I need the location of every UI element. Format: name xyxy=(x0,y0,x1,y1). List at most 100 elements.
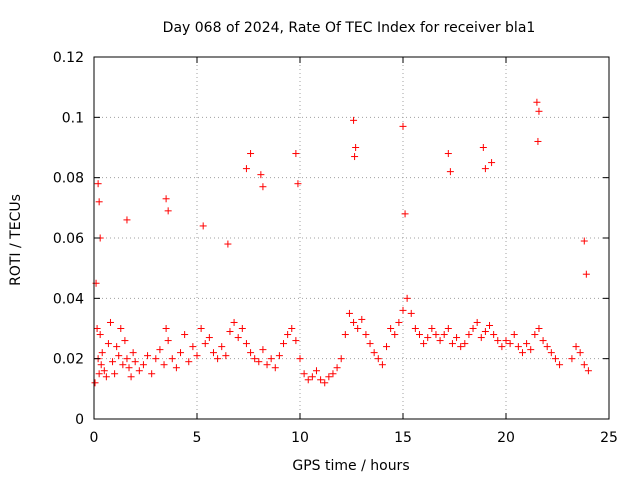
data-point-marker xyxy=(395,318,403,326)
data-point-marker xyxy=(399,306,407,314)
data-point-marker xyxy=(259,183,267,191)
data-point-marker xyxy=(350,318,358,326)
data-point-marker xyxy=(263,361,271,369)
data-point-marker xyxy=(96,331,104,339)
data-point-marker xyxy=(337,355,345,363)
data-point-marker xyxy=(242,165,250,173)
data-point-marker xyxy=(172,364,180,372)
data-point-marker xyxy=(275,352,283,360)
x-tick-label: 15 xyxy=(394,430,412,446)
data-point-marker xyxy=(358,315,366,323)
y-tick-label: 0.06 xyxy=(53,231,84,247)
data-point-marker xyxy=(510,331,518,339)
data-point-marker xyxy=(117,325,125,332)
data-point-marker xyxy=(129,349,137,357)
data-point-marker xyxy=(436,337,444,345)
x-tick-label: 10 xyxy=(291,430,309,446)
data-point-marker xyxy=(106,318,114,326)
data-point-marker xyxy=(533,98,541,106)
data-points xyxy=(91,98,592,387)
y-tick-label: 0.08 xyxy=(53,171,84,187)
data-point-marker xyxy=(473,318,481,326)
data-point-marker xyxy=(205,334,213,342)
data-point-marker xyxy=(568,355,576,363)
x-tick-label: 25 xyxy=(600,430,618,446)
data-point-marker xyxy=(477,334,485,342)
data-point-marker xyxy=(267,355,275,363)
data-point-marker xyxy=(177,349,185,357)
data-point-marker xyxy=(255,358,263,366)
data-point-marker xyxy=(415,331,423,339)
data-point-marker xyxy=(351,153,359,161)
data-point-marker xyxy=(247,349,255,357)
data-point-marker xyxy=(494,337,502,345)
data-point-marker xyxy=(280,340,288,348)
data-point-marker xyxy=(535,107,543,115)
data-point-marker xyxy=(432,331,440,339)
y-tick-label: 0.04 xyxy=(53,291,84,307)
data-point-marker xyxy=(378,361,386,369)
data-point-marker xyxy=(115,352,123,360)
data-point-marker xyxy=(162,325,170,332)
data-point-marker xyxy=(333,364,341,372)
grid-lines xyxy=(94,57,609,419)
data-point-marker xyxy=(580,237,588,245)
data-point-marker xyxy=(547,349,555,357)
data-point-marker xyxy=(329,370,337,378)
data-point-marker xyxy=(444,150,452,158)
data-point-marker xyxy=(469,325,477,332)
data-point-marker xyxy=(362,331,370,339)
data-point-marker xyxy=(123,216,131,224)
data-point-marker xyxy=(271,364,279,372)
data-point-marker xyxy=(230,318,238,326)
data-point-marker xyxy=(127,373,135,381)
data-point-marker xyxy=(391,331,399,339)
data-point-marker xyxy=(582,270,590,278)
x-axis-label: GPS time / hours xyxy=(292,458,409,474)
data-point-marker xyxy=(440,331,448,339)
x-tick-labels: 0 5 10 15 20 25 xyxy=(90,430,618,446)
data-point-marker xyxy=(284,331,292,339)
data-point-marker xyxy=(193,352,201,360)
x-tick-label: 5 xyxy=(193,430,202,446)
data-point-marker xyxy=(539,337,547,345)
data-point-marker xyxy=(444,325,452,332)
data-point-marker xyxy=(164,207,172,215)
data-point-marker xyxy=(551,355,559,363)
data-point-marker xyxy=(556,361,564,369)
data-point-marker xyxy=(168,355,176,363)
data-point-marker xyxy=(100,367,108,375)
data-point-marker xyxy=(102,373,110,381)
data-point-marker xyxy=(97,361,105,369)
data-point-marker xyxy=(242,340,250,348)
data-point-marker xyxy=(424,334,432,342)
data-point-marker xyxy=(95,370,103,378)
y-tick-label: 0 xyxy=(75,412,84,428)
y-tick-label: 0.12 xyxy=(53,50,84,66)
data-point-marker xyxy=(139,361,147,369)
data-point-marker xyxy=(535,325,543,332)
data-point-marker xyxy=(352,144,360,151)
data-point-marker xyxy=(197,325,205,332)
data-point-marker xyxy=(91,379,99,387)
data-point-marker xyxy=(576,349,584,357)
data-point-marker xyxy=(457,343,465,351)
data-point-marker xyxy=(317,376,325,384)
data-point-marker xyxy=(531,331,539,339)
data-point-marker xyxy=(199,222,207,230)
data-point-marker xyxy=(292,337,300,345)
y-axis-label: ROTI / TECUs xyxy=(8,194,24,286)
data-point-marker xyxy=(121,337,129,345)
data-point-marker xyxy=(257,171,265,179)
data-point-marker xyxy=(387,325,395,332)
data-point-marker xyxy=(94,180,102,188)
data-point-marker xyxy=(214,355,222,363)
data-point-marker xyxy=(403,294,411,302)
data-point-marker xyxy=(407,309,415,317)
chart-title: Day 068 of 2024, Rate Of TEC Index for r… xyxy=(163,20,536,36)
data-point-marker xyxy=(345,309,353,317)
data-point-marker xyxy=(119,361,127,369)
data-point-marker xyxy=(490,331,498,339)
data-point-marker xyxy=(304,376,312,384)
